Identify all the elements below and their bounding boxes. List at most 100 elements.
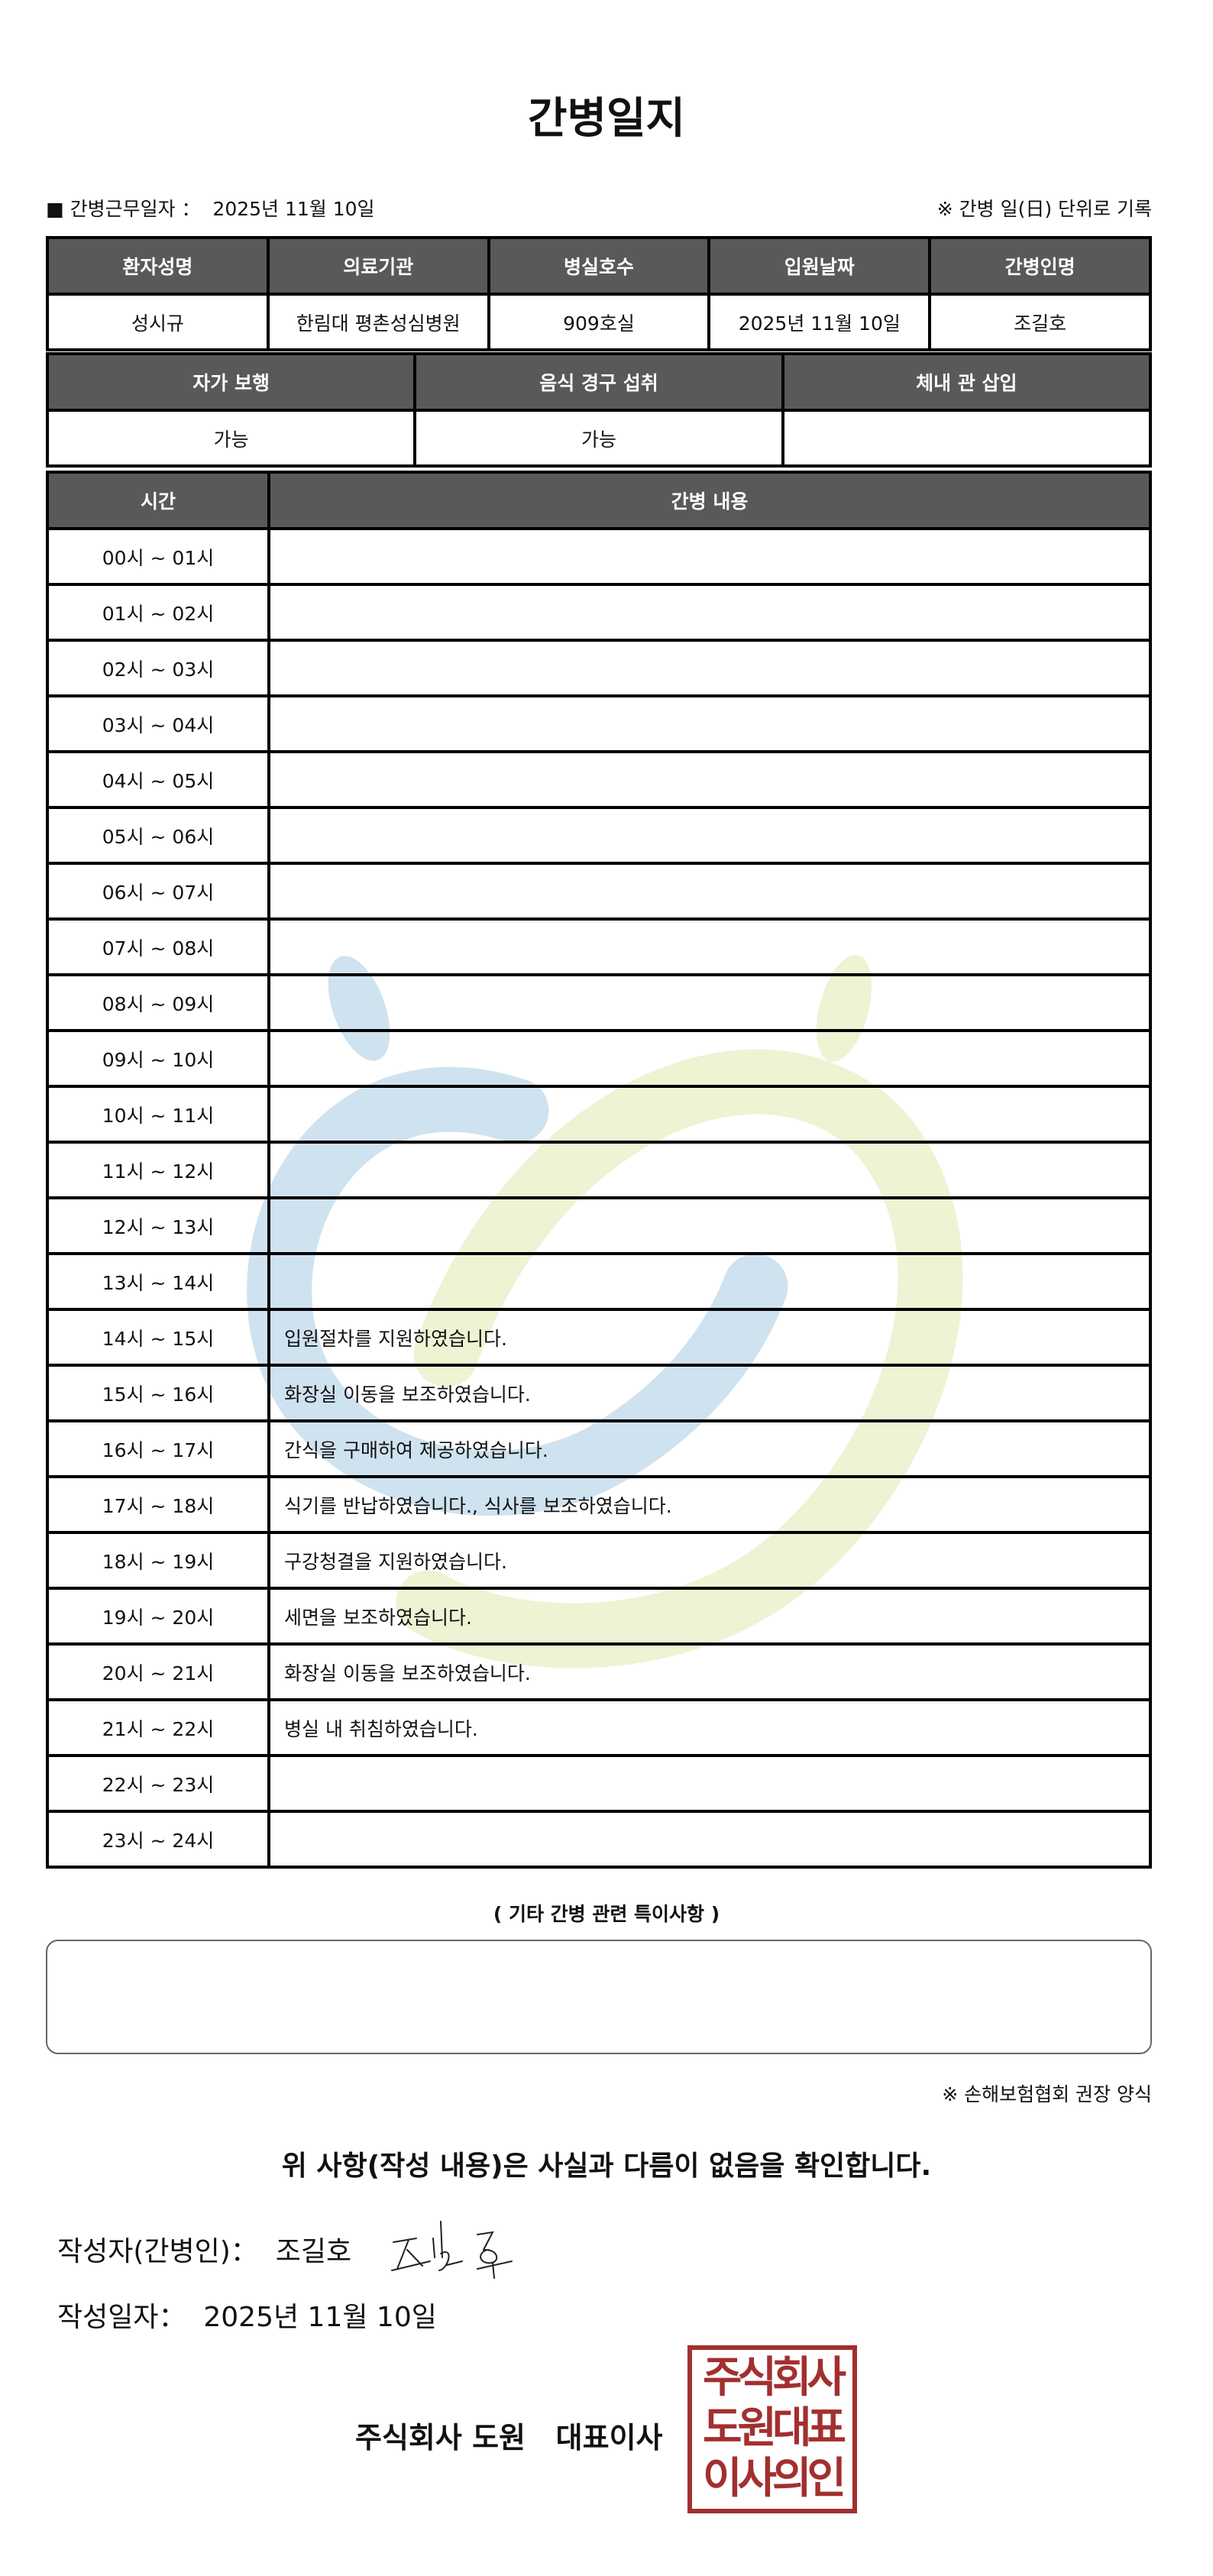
table-row: 14시 ~ 15시 입원절차를 지원하였습니다. [46, 1308, 1152, 1367]
work-date: ■ 간병근무일자 ： 2025년 11월 10일 [46, 194, 375, 222]
table-row: 11시 ~ 12시 [46, 1141, 1152, 1199]
header-oral-intake: 음식 경구 섭취 [413, 352, 784, 412]
table-row: 19시 ~ 20시 세면을 보조하였습니다. [46, 1587, 1152, 1646]
content-cell [267, 1196, 1152, 1255]
confirm-statement: 위 사항(작성 내용)은 사실과 다름이 없음을 확인합니다. [281, 2150, 932, 2182]
time-cell: 19시 ~ 20시 [46, 1587, 270, 1646]
company-ceo: 주식회사 도원 대표이사 [355, 2421, 663, 2455]
patient-name: 성시규 [46, 293, 270, 351]
content-cell [267, 527, 1152, 586]
time-cell: 11시 ~ 12시 [46, 1141, 270, 1199]
time-cell: 02시 ~ 03시 [46, 639, 270, 697]
table-row: 22시 ~ 23시 [46, 1754, 1152, 1813]
time-cell: 00시 ~ 01시 [46, 527, 270, 586]
table-row: 12시 ~ 13시 [46, 1196, 1152, 1255]
memo-label: ( 기타 간병 관련 특이사항 ) [493, 1903, 720, 1925]
content-cell [267, 1029, 1152, 1088]
content-cell [267, 639, 1152, 697]
time-cell: 15시 ~ 16시 [46, 1364, 270, 1422]
page-title: 간병일지 [527, 94, 686, 144]
content-cell [267, 917, 1152, 976]
company-seal: 주식회사 도원대표 이사의인 [687, 2345, 857, 2513]
table-row: 01시 ~ 02시 [46, 583, 1152, 642]
content-cell [267, 583, 1152, 642]
table-row: 03시 ~ 04시 [46, 694, 1152, 753]
tube [781, 409, 1153, 468]
content-cell: 세면을 보조하였습니다. [267, 1587, 1152, 1646]
time-cell: 03시 ~ 04시 [46, 694, 270, 753]
table-row: 16시 ~ 17시 간식을 구매하여 제공하였습니다. [46, 1419, 1152, 1478]
table-row: 15시 ~ 16시 화장실 이동을 보조하였습니다. [46, 1364, 1152, 1422]
content-cell: 구강청결을 지원하였습니다. [267, 1531, 1152, 1590]
header-walking: 자가 보행 [45, 352, 417, 412]
time-cell: 16시 ~ 17시 [46, 1419, 270, 1478]
admission-date: 2025년 11월 10일 [707, 293, 932, 351]
patient-table: 환자성명 의료기관 병실호수 입원날짜 간병인명 성시규 한림대 평촌성심병원 … [46, 236, 1152, 351]
content-cell [267, 973, 1152, 1032]
room: 909호실 [487, 293, 711, 351]
header-admission-date: 입원날짜 [707, 236, 932, 296]
content-cell: 간식을 구매하여 제공하였습니다. [267, 1419, 1152, 1478]
writer-name: 조길호 [275, 2236, 352, 2267]
table-row: 05시 ~ 06시 [46, 806, 1152, 865]
form-note: ※ 손해보험협회 권장 양식 [942, 2083, 1152, 2105]
header-tube: 체내 관 삽입 [781, 352, 1153, 412]
header-room: 병실호수 [487, 236, 711, 296]
writer-line: 작성자(간병인)： 조길호 [57, 2229, 351, 2269]
header-hospital: 의료기관 [266, 236, 490, 296]
time-cell: 09시 ~ 10시 [46, 1029, 270, 1088]
table-row: 13시 ~ 14시 [46, 1252, 1152, 1311]
record-note: ※ 간병 일(日) 단위로 기록 [936, 198, 1152, 220]
content-cell [267, 1810, 1152, 1869]
content-cell [267, 1754, 1152, 1813]
caregiver: 조길호 [928, 293, 1152, 351]
seal-line: 이사의인 [702, 2454, 846, 2503]
status-table: 자가 보행 음식 경구 섭취 체내 관 삽입 가능 가능 [45, 352, 1153, 468]
content-cell [267, 750, 1152, 809]
time-cell: 18시 ~ 19시 [46, 1531, 270, 1590]
time-cell: 13시 ~ 14시 [46, 1252, 270, 1311]
header-content: 간병 내용 [267, 471, 1152, 530]
table-row: 09시 ~ 10시 [46, 1029, 1152, 1088]
time-cell: 06시 ~ 07시 [46, 862, 270, 921]
content-cell: 화장실 이동을 보조하였습니다. [267, 1642, 1152, 1701]
time-cell: 14시 ~ 15시 [46, 1308, 270, 1367]
content-cell [267, 1085, 1152, 1144]
time-cell: 12시 ~ 13시 [46, 1196, 270, 1255]
header-patient-name: 환자성명 [46, 236, 270, 296]
work-date-value: 2025년 11월 10일 [212, 198, 375, 220]
header-time: 시간 [46, 471, 270, 530]
time-cell: 21시 ~ 22시 [46, 1698, 270, 1757]
seal-line: 주식회사 [702, 2353, 846, 2403]
written-date-line: 작성일자： 2025년 11월 10일 [57, 2295, 437, 2335]
time-cell: 07시 ~ 08시 [46, 917, 270, 976]
care-log-table: 시간 간병 내용 00시 ~ 01시 01시 ~ 02시 02시 ~ 03시 03시 … [46, 471, 1152, 1869]
content-cell: 병실 내 취침하였습니다. [267, 1698, 1152, 1757]
header-caregiver: 간병인명 [928, 236, 1152, 296]
table-row: 10시 ~ 11시 [46, 1085, 1152, 1144]
oral-intake: 가능 [413, 409, 784, 468]
table-row: 17시 ~ 18시 식기를 반납하였습니다., 식사를 보조하였습니다. [46, 1475, 1152, 1534]
table-row: 08시 ~ 09시 [46, 973, 1152, 1032]
table-row: 23시 ~ 24시 [46, 1810, 1152, 1869]
time-cell: 04시 ~ 05시 [46, 750, 270, 809]
writer-label: 작성자(간병인)： [57, 2236, 258, 2267]
table-row: 21시 ~ 22시 병실 내 취침하였습니다. [46, 1698, 1152, 1757]
content-cell: 식기를 반납하였습니다., 식사를 보조하였습니다. [267, 1475, 1152, 1534]
table-row: 02시 ~ 03시 [46, 639, 1152, 697]
time-cell: 10시 ~ 11시 [46, 1085, 270, 1144]
time-cell: 05시 ~ 06시 [46, 806, 270, 865]
table-row: 04시 ~ 05시 [46, 750, 1152, 809]
table-row: 06시 ~ 07시 [46, 862, 1152, 921]
content-cell [267, 1141, 1152, 1199]
written-date-label: 작성일자： [57, 2302, 186, 2333]
content-cell: 입원절차를 지원하였습니다. [267, 1308, 1152, 1367]
content-cell [267, 862, 1152, 921]
content-cell [267, 1252, 1152, 1311]
time-cell: 23시 ~ 24시 [46, 1810, 270, 1869]
time-cell: 01시 ~ 02시 [46, 583, 270, 642]
table-row: 07시 ~ 08시 [46, 917, 1152, 976]
handwritten-signature [391, 2221, 513, 2279]
table-row: 18시 ~ 19시 구강청결을 지원하였습니다. [46, 1531, 1152, 1590]
content-cell [267, 806, 1152, 865]
